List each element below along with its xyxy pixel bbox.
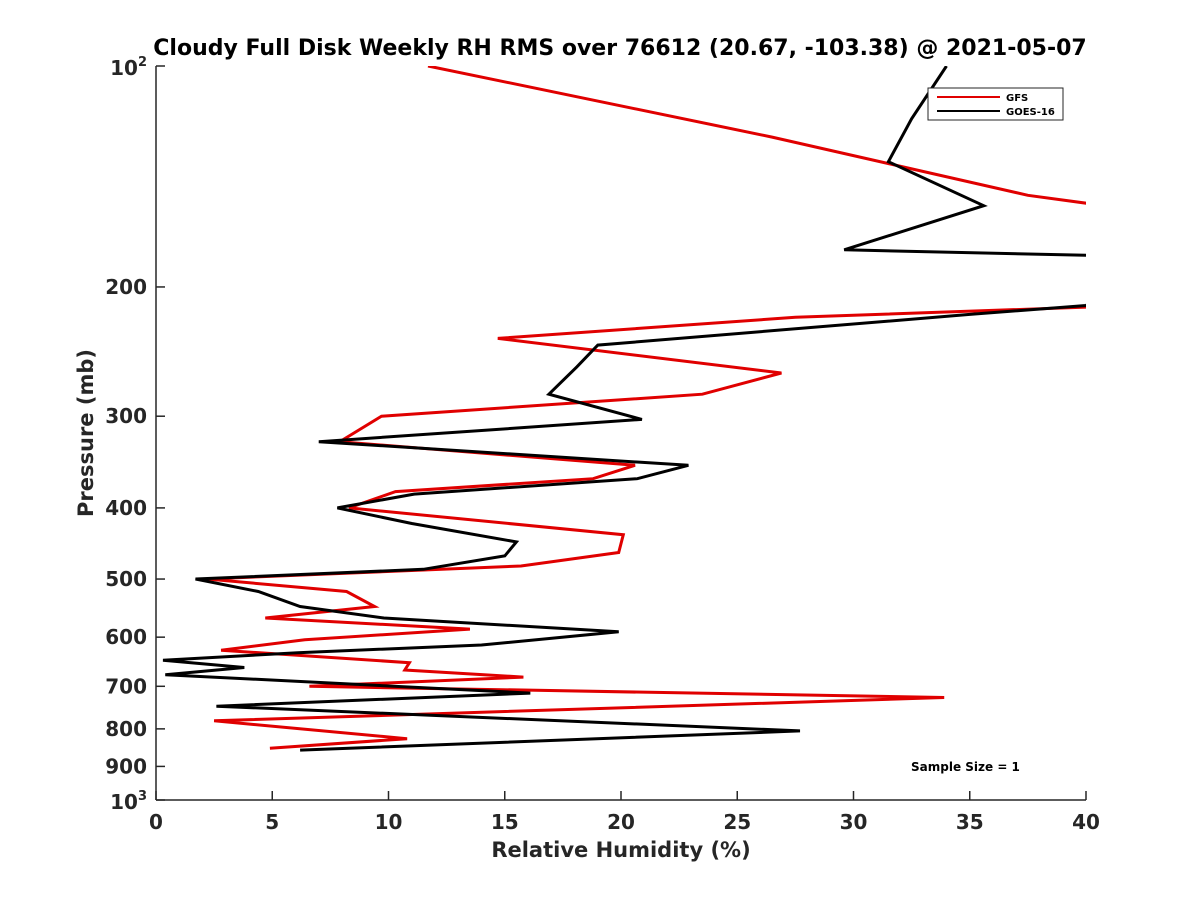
x-tick-label: 5 [265, 810, 279, 834]
x-tick-label: 30 [840, 810, 868, 834]
x-tick-label: 10 [375, 810, 403, 834]
y-tick-label: 600 [105, 625, 147, 649]
legend-label-goes16: GOES-16 [1006, 107, 1055, 118]
series-line-gfs [207, 66, 1086, 750]
series-line-goes16 [162, 66, 1086, 752]
x-tick-label: 40 [1072, 810, 1100, 834]
y-tick-label: 700 [105, 674, 147, 698]
y-tick-label: 200 [105, 275, 147, 299]
plot-area [156, 66, 1086, 800]
y-tick-label: 500 [105, 567, 147, 591]
legend: GFS GOES-16 [927, 87, 1064, 121]
y-axis-label: Pressure (mb) [74, 349, 98, 517]
legend-box [927, 87, 1064, 121]
x-axis-label: Relative Humidity (%) [491, 838, 750, 862]
y-tick-label: 400 [105, 496, 147, 520]
chart-title: Cloudy Full Disk Weekly RH RMS over 7661… [153, 36, 1086, 61]
y-tick-label: 300 [105, 404, 147, 428]
y-tick-label: 102 [110, 55, 147, 80]
sample-size-annotation: Sample Size = 1 [911, 760, 1020, 774]
x-tick-label: 0 [149, 810, 163, 834]
y-tick-label: 900 [105, 754, 147, 778]
x-tick-label: 15 [491, 810, 519, 834]
x-tick-label: 25 [723, 810, 751, 834]
y-tick-label: 103 [110, 789, 147, 814]
series-layer [162, 66, 1086, 752]
x-tick-label: 20 [607, 810, 635, 834]
x-tick-label: 35 [956, 810, 984, 834]
axes-layer: 0 5 10 15 20 25 30 35 40 102 200 300 400 500 600 700 800… [105, 55, 1100, 834]
y-tick-label: 800 [105, 717, 147, 741]
legend-label-gfs: GFS [1006, 93, 1028, 104]
